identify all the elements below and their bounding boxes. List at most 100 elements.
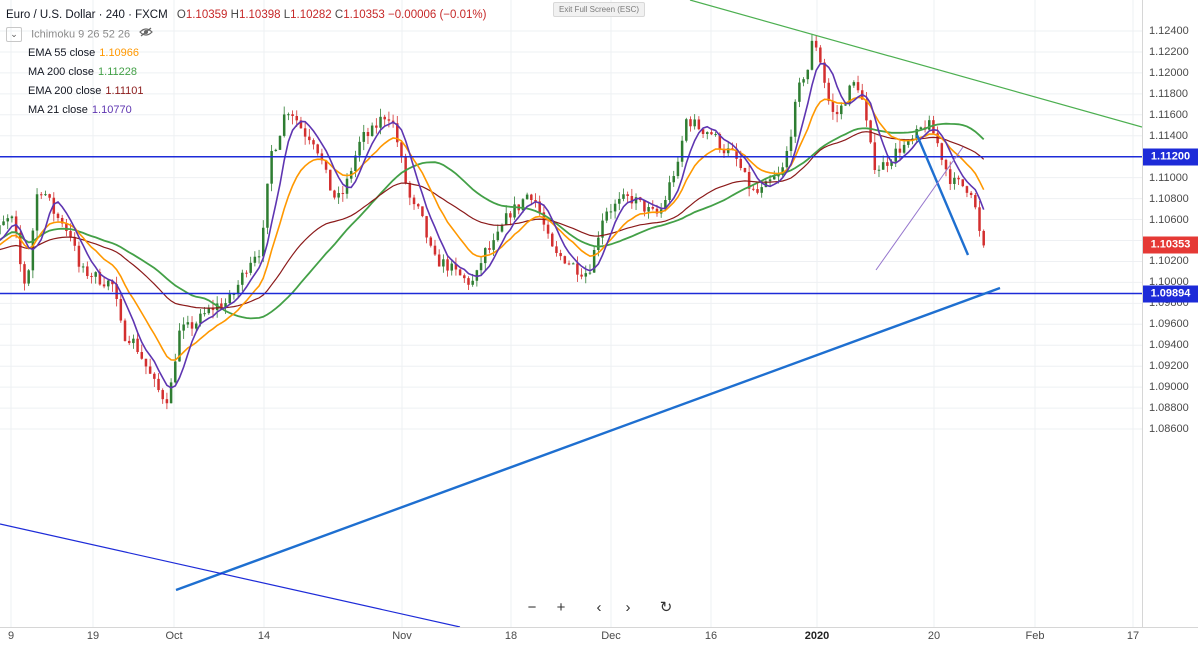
candle-body [86,266,89,277]
time-tick-label: 9 [7,630,15,642]
price-tick-label: 1.09400 [1149,339,1189,352]
candle-body [337,193,340,198]
price-tick-label: 1.10200 [1149,255,1189,268]
time-tick-label: 17 [1126,630,1140,642]
collapse-legend-button[interactable]: ⌄ [6,27,22,42]
chart-grid [0,0,1142,627]
candle-body [932,120,935,134]
candle-body [35,194,39,231]
time-axis[interactable]: 9 19 Oct 14 Nov 18 Dec 16 2020 20 Feb 17 [0,627,1198,650]
candle-body [408,182,412,198]
candle-body [915,129,918,139]
candle-body [831,101,835,112]
candle-body [94,272,97,277]
legend-ma21[interactable]: MA 21 close 1.10770 [28,104,132,116]
candle-body [73,237,77,246]
candle-body [257,256,261,258]
candle-body [664,200,667,210]
trendline-drawings[interactable] [0,0,1142,627]
falling-trendline [915,134,970,256]
candle-body [467,278,470,285]
candle-body [39,194,43,196]
candle-body [881,162,885,170]
candle-body [211,308,215,311]
candle-body [693,119,696,127]
eye-hidden-icon[interactable] [139,25,154,44]
candle-body [814,40,818,48]
candle-body [927,120,931,130]
indicator-value: 1.10966 [99,47,140,59]
candle-body [630,196,634,204]
price-tag: 1.11200 [1143,148,1198,166]
candle-body [488,248,491,250]
candle-body [69,231,72,238]
candle-body [580,274,583,277]
price-tick-label: 1.11800 [1149,87,1188,100]
candle-body [760,187,763,193]
candle-body [77,245,81,267]
legend-ichimoku[interactable]: ⌄ Ichimoku 9 26 52 26 [6,25,486,44]
candle-body [823,62,826,83]
candle-body [701,129,705,134]
candle-body [806,69,810,80]
candle-body [165,399,169,404]
candle-body [287,114,290,116]
candle-body [601,220,604,238]
zoom-out-button[interactable]: − [521,597,543,619]
candle-body [504,213,508,225]
candle-body [865,99,868,121]
candle-body [207,308,211,314]
candle-body [454,263,458,270]
candle-body [245,272,248,274]
candle-body [303,128,307,137]
candle-body [781,167,784,175]
ohlc-values: O1.10359 H1.10398 L1.10282 C1.10353 −0.0… [176,9,487,21]
candle-body [148,366,152,374]
candle-body [563,256,567,264]
zoom-in-button[interactable]: + [550,597,572,619]
candle-body [844,104,847,106]
candle-body [27,270,30,284]
price-tick-label: 1.08800 [1149,402,1189,415]
candle-body [241,272,244,285]
reset-chart-button[interactable]: ↻ [655,597,677,619]
legend-ema55[interactable]: EMA 55 close 1.10966 [28,47,140,59]
candle-body [249,262,252,273]
candle-body [111,280,114,285]
candle-body [907,140,910,145]
price-tick-label: 1.11400 [1149,129,1188,142]
candle-body [714,134,717,136]
candle-body [366,132,370,137]
candle-body [944,159,948,170]
candle-body [592,249,596,273]
candle-body [567,263,571,265]
candle-body [450,263,453,271]
price-axis[interactable]: 1.12400 1.12200 1.12000 1.11800 1.11600 1.114… [1142,0,1198,627]
candle-body [793,101,797,137]
candle-body [668,182,671,201]
candle-body [416,204,420,207]
candle-body [785,150,789,168]
candle-body [538,201,541,213]
scroll-right-button[interactable]: › [617,597,639,619]
indicator-name: Ichimoku 9 26 52 26 [31,28,131,41]
candle-body [316,144,319,154]
candle-body [773,176,776,180]
scroll-left-button[interactable]: ‹ [588,597,610,619]
candle-body [375,125,378,128]
candle-body [940,143,944,160]
candle-body [329,169,332,191]
price-tag: 1.10353 [1143,236,1198,254]
chart-plot-area[interactable] [0,0,1142,627]
change-value: −0.00006 (−0.01%) [388,9,487,21]
candle-body [224,303,227,308]
candle-body [722,149,726,154]
candle-body [974,195,977,208]
candle-body [676,161,680,177]
exit-fullscreen-button[interactable]: Exit Full Screen (ESC) [553,2,646,17]
candle-body [810,40,814,70]
candle-body [735,149,738,159]
legend-ema200[interactable]: EMA 200 close 1.11101 [28,85,144,97]
legend-ma200[interactable]: MA 200 close 1.11228 [28,66,137,78]
lower-channel-line [0,523,461,627]
